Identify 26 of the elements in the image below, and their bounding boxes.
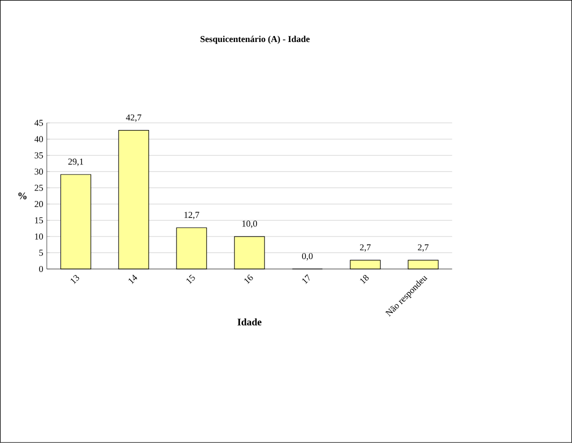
y-tick-label: 30	[34, 168, 43, 175]
data-label: 29,1	[68, 158, 84, 166]
data-label: 12,7	[184, 212, 200, 220]
x-tick-label: 14	[128, 274, 138, 284]
y-tick-label: 40	[34, 136, 43, 142]
data-label: 42,7	[126, 114, 142, 122]
chart-title: Sesquicentenário (A) - Idade	[200, 36, 310, 44]
x-tick-label: 16	[244, 274, 253, 284]
y-tick-label: 35	[34, 152, 43, 158]
y-tick-label: 0	[39, 266, 43, 272]
y-tick-label: 5	[39, 250, 43, 256]
data-label: 0,0	[302, 253, 313, 260]
y-tick-label: 25	[34, 184, 43, 191]
y-axis-title: %	[18, 192, 26, 200]
x-tick-label: 17	[302, 274, 310, 284]
y-tick-label: 10	[35, 234, 43, 240]
y-tick-label: 15	[35, 217, 43, 224]
x-axis-title: Idade	[238, 318, 262, 326]
data-label: 2,7	[360, 244, 371, 252]
y-tick-label: 45	[34, 120, 43, 126]
data-label: 10,0	[242, 220, 258, 228]
x-tick-label: 18	[360, 275, 369, 284]
data-label: 2,7	[418, 244, 429, 252]
x-tick-label: 13	[70, 275, 80, 284]
x-tick-label: 15	[186, 274, 195, 284]
y-tick-label: 20	[34, 201, 43, 208]
